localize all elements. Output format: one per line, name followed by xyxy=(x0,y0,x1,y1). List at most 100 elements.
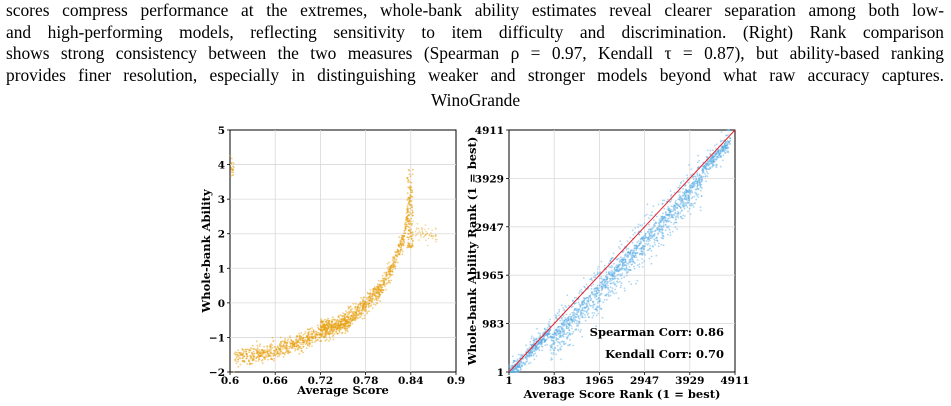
right-data-point xyxy=(729,137,732,140)
right-data-point xyxy=(631,249,634,252)
left-data-point xyxy=(386,262,389,265)
right-data-point xyxy=(559,319,561,322)
right-data-point xyxy=(616,270,618,272)
right-data-point xyxy=(696,161,699,164)
left-data-point xyxy=(291,345,294,348)
right-data-point xyxy=(594,287,597,289)
left-data-point xyxy=(325,324,328,327)
left-data-point xyxy=(280,350,282,353)
left-data-point xyxy=(310,330,313,333)
right-data-point xyxy=(662,224,665,227)
right-data-point xyxy=(610,269,613,272)
left-data-point xyxy=(250,355,253,358)
right-data-point xyxy=(575,313,578,316)
right-data-point xyxy=(648,228,651,231)
left-data-point xyxy=(361,318,364,320)
right-data-point xyxy=(596,293,598,295)
right-data-point xyxy=(595,314,598,317)
right-data-point xyxy=(720,139,722,142)
right-data-point xyxy=(558,341,561,344)
right-data-point xyxy=(526,358,528,360)
right-data-point xyxy=(711,166,713,168)
right-data-point xyxy=(624,253,627,255)
right-data-point xyxy=(679,203,682,206)
right-data-point xyxy=(638,253,641,256)
right-data-point xyxy=(672,223,675,225)
right-data-point xyxy=(565,313,568,316)
left-data-point xyxy=(295,339,297,342)
left-data-point xyxy=(390,265,393,267)
left-data-point xyxy=(407,186,410,189)
left-data-point xyxy=(282,352,285,354)
left-data-point xyxy=(333,333,336,335)
right-data-point xyxy=(642,250,644,253)
right-data-point xyxy=(669,234,672,237)
right-data-point xyxy=(575,316,577,319)
right-data-point xyxy=(596,298,599,300)
right-data-point xyxy=(683,197,686,199)
right-data-point xyxy=(658,242,660,245)
left-data-point xyxy=(331,316,334,318)
right-data-point xyxy=(577,311,580,313)
right-data-point xyxy=(578,303,581,306)
right-data-point xyxy=(565,333,568,336)
left-data-point xyxy=(302,345,305,348)
left-points xyxy=(229,154,438,373)
left-data-point xyxy=(255,360,257,363)
right-data-point xyxy=(608,280,611,282)
left-data-point xyxy=(390,279,392,282)
right-data-point xyxy=(640,237,643,240)
right-data-point xyxy=(558,310,560,313)
left-data-point xyxy=(252,350,255,353)
left-data-point xyxy=(331,335,334,338)
right-data-point xyxy=(719,165,722,168)
left-data-point xyxy=(409,188,412,191)
left-data-point xyxy=(280,345,283,348)
right-data-point xyxy=(538,341,541,344)
left-data-point xyxy=(405,223,408,226)
right-data-point xyxy=(529,351,532,354)
right-data-point xyxy=(686,206,689,209)
right-data-point xyxy=(658,218,661,221)
right-data-point xyxy=(645,213,648,216)
right-data-point xyxy=(517,366,520,369)
right-data-point xyxy=(534,352,537,355)
caption-line: provides finer resolution, especially in… xyxy=(6,64,944,85)
right-data-point xyxy=(563,322,566,324)
right-y-tick-label: 2947 xyxy=(475,222,504,234)
right-data-point xyxy=(687,191,690,194)
left-data-point xyxy=(352,316,355,319)
left-data-point xyxy=(299,339,302,342)
right-data-point xyxy=(596,308,599,311)
right-data-point xyxy=(726,142,729,145)
left-data-point xyxy=(400,245,403,247)
right-data-point xyxy=(609,278,611,280)
left-data-point xyxy=(277,347,280,350)
left-data-point xyxy=(425,239,427,242)
right-data-point xyxy=(694,191,696,194)
right-data-point xyxy=(651,245,654,247)
right-data-point xyxy=(714,144,716,147)
right-data-point xyxy=(705,168,707,171)
left-data-point xyxy=(368,302,371,305)
right-data-point xyxy=(663,220,665,223)
right-data-point xyxy=(629,236,632,239)
right-data-point xyxy=(623,256,626,259)
right-data-point xyxy=(635,256,638,259)
right-ticks: 1 983 1965 2947 3929 4911 1 983 1965 2947 3929 4911 xyxy=(475,125,750,387)
right-data-point xyxy=(664,216,667,219)
right-data-point xyxy=(540,342,542,345)
right-data-point xyxy=(599,277,601,280)
left-data-point xyxy=(269,350,272,352)
left-data-point xyxy=(391,268,394,271)
right-data-point xyxy=(669,231,672,234)
right-data-point xyxy=(577,316,580,319)
left-data-point xyxy=(246,355,248,358)
left-data-point xyxy=(334,330,337,333)
left-data-point xyxy=(318,333,321,336)
left-data-point xyxy=(373,287,376,290)
right-data-point xyxy=(650,262,653,265)
right-data-point xyxy=(693,182,696,185)
right-data-point xyxy=(563,329,566,332)
left-data-point xyxy=(352,302,355,305)
